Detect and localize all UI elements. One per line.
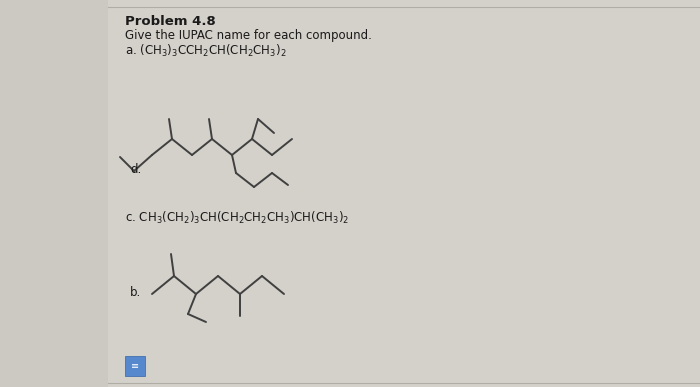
Text: Problem 4.8: Problem 4.8 bbox=[125, 15, 216, 28]
FancyBboxPatch shape bbox=[125, 356, 145, 376]
Text: ≡: ≡ bbox=[131, 361, 139, 371]
FancyBboxPatch shape bbox=[108, 0, 700, 387]
Text: d.: d. bbox=[130, 163, 141, 176]
Text: c. CH$_3$(CH$_2$)$_3$CH(CH$_2$CH$_2$CH$_3$)CH(CH$_3$)$_2$: c. CH$_3$(CH$_2$)$_3$CH(CH$_2$CH$_2$CH$_… bbox=[125, 210, 349, 226]
Text: b.: b. bbox=[130, 286, 141, 299]
Text: a. (CH$_3$)$_3$CCH$_2$CH(CH$_2$CH$_3$)$_2$: a. (CH$_3$)$_3$CCH$_2$CH(CH$_2$CH$_3$)$_… bbox=[125, 43, 286, 59]
Text: Give the IUPAC name for each compound.: Give the IUPAC name for each compound. bbox=[125, 29, 372, 42]
